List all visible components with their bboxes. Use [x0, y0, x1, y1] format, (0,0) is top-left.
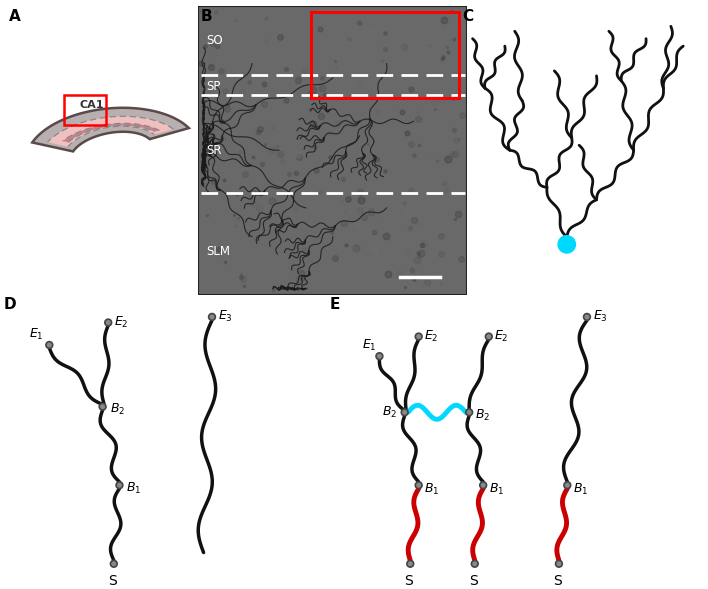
Text: SO: SO: [206, 34, 223, 47]
Text: CA1: CA1: [80, 100, 104, 110]
Text: SR: SR: [206, 144, 222, 157]
Text: $B_1$: $B_1$: [424, 482, 440, 497]
Text: $B_2$: $B_2$: [382, 405, 398, 420]
Circle shape: [466, 409, 472, 416]
Circle shape: [416, 333, 422, 340]
Polygon shape: [33, 108, 189, 151]
Circle shape: [401, 409, 408, 416]
Text: $E_3$: $E_3$: [593, 309, 607, 325]
Text: A: A: [9, 9, 21, 24]
Text: D: D: [4, 297, 16, 312]
Circle shape: [209, 313, 215, 320]
Circle shape: [407, 560, 413, 567]
Circle shape: [583, 313, 590, 320]
Circle shape: [472, 560, 478, 567]
Circle shape: [105, 319, 112, 326]
Text: S: S: [469, 574, 478, 588]
Circle shape: [556, 560, 562, 567]
Text: S: S: [553, 574, 562, 588]
Polygon shape: [47, 116, 173, 147]
Text: $E_2$: $E_2$: [114, 315, 128, 330]
Text: $E_3$: $E_3$: [217, 309, 232, 325]
Bar: [312, 12, 459, 98]
Text: S: S: [108, 574, 117, 588]
Text: SLM: SLM: [206, 244, 230, 258]
Text: $B_1$: $B_1$: [573, 482, 588, 497]
Circle shape: [564, 482, 571, 489]
Circle shape: [99, 403, 106, 410]
Circle shape: [486, 333, 492, 340]
Text: $B_2$: $B_2$: [475, 408, 490, 423]
Text: $E_2$: $E_2$: [494, 329, 509, 344]
Circle shape: [376, 353, 383, 359]
Text: $E_1$: $E_1$: [29, 327, 44, 342]
Text: $B_1$: $B_1$: [489, 482, 504, 497]
Circle shape: [480, 482, 486, 489]
Text: C: C: [463, 9, 474, 24]
Circle shape: [110, 560, 118, 567]
Circle shape: [558, 236, 576, 253]
Circle shape: [416, 482, 422, 489]
Text: $E_2$: $E_2$: [424, 329, 439, 344]
Polygon shape: [63, 123, 159, 142]
Circle shape: [116, 482, 122, 489]
Text: E: E: [329, 297, 340, 312]
Text: $B_2$: $B_2$: [110, 402, 125, 417]
Text: B: B: [201, 9, 212, 24]
Text: S: S: [404, 574, 413, 588]
Text: $B_1$: $B_1$: [127, 481, 142, 495]
Text: $E_1$: $E_1$: [362, 338, 377, 353]
Bar: [64, 95, 106, 125]
Circle shape: [46, 342, 52, 348]
Text: SP: SP: [206, 80, 221, 93]
